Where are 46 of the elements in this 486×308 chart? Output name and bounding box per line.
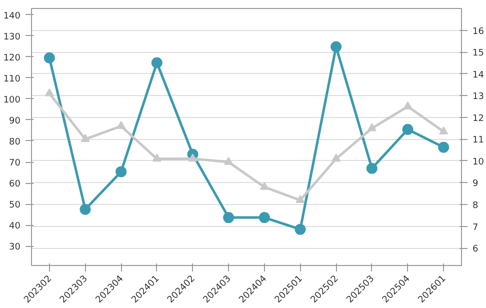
y2-tick-label: 7 (472, 222, 478, 233)
y2-tick-label: 6 (472, 244, 478, 255)
y-tick-label: 40 (9, 222, 21, 232)
point (152, 154, 162, 162)
point (44, 88, 54, 96)
point (151, 57, 162, 68)
point (224, 156, 234, 165)
y2-tick-label: 10 (472, 157, 484, 168)
point (188, 154, 198, 162)
y2-tick-label: 14 (472, 70, 484, 80)
point (438, 142, 450, 153)
point (367, 123, 376, 132)
y-tick-label: 90 (9, 116, 21, 126)
point (403, 101, 412, 110)
y2-tick-label: 9 (472, 179, 478, 190)
point (330, 41, 342, 52)
y2-tick-label: 11 (472, 136, 484, 146)
point (332, 154, 341, 162)
point (80, 204, 91, 215)
point (116, 166, 127, 178)
point (258, 212, 270, 224)
point (366, 162, 378, 174)
point (260, 182, 269, 190)
y-tick-label: 130 (3, 32, 21, 42)
y2-tick-label: 8 (472, 201, 478, 212)
point (44, 52, 55, 64)
y-tick-label: 120 (3, 53, 21, 64)
y2-tick-label: 15 (472, 48, 484, 59)
point (402, 124, 414, 135)
point (80, 134, 90, 142)
point (294, 224, 306, 235)
y2-tick-label: 16 (472, 26, 484, 37)
y-tick-label: 100 (3, 95, 21, 106)
y2-tick-label: 13 (472, 92, 484, 102)
point (116, 120, 126, 129)
y2-tick-label: 12 (472, 114, 484, 124)
y-tick-label: 70 (9, 158, 21, 169)
y-tick-label: 60 (9, 180, 21, 190)
y-tick-label: 140 (3, 11, 21, 22)
y-tick-label: 30 (9, 242, 21, 253)
point (439, 126, 448, 134)
point (223, 212, 234, 224)
y-tick-label: 50 (9, 200, 21, 211)
y-tick-label: 80 (9, 137, 21, 148)
point (296, 195, 305, 203)
y-tick-label: 110 (3, 74, 21, 84)
